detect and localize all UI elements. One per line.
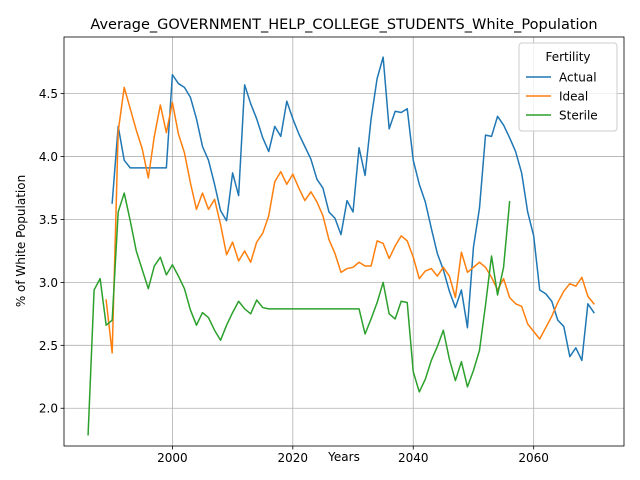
series-lines	[87, 56, 595, 436]
x-tick-label: 2000	[157, 451, 188, 465]
y-tick-label: 2.0	[39, 402, 58, 416]
y-tick-label: 4.5	[39, 87, 58, 101]
y-tick-label: 4.0	[39, 150, 58, 164]
series-line-ideal	[105, 86, 595, 354]
legend-label: Sterile	[559, 109, 598, 123]
x-tick-label: 2060	[518, 451, 549, 465]
legend-label: Actual	[559, 71, 597, 85]
series-line-sterile	[87, 192, 511, 436]
axis-ticks: 2000 2020 2040 2060 2.0 2.5 3.0 3.5 4.0 4.5	[39, 87, 549, 465]
x-axis-label: Years	[327, 450, 360, 464]
legend-box	[518, 42, 618, 132]
legend-title: Fertility	[545, 50, 590, 64]
legend-label: Ideal	[559, 90, 588, 104]
y-tick-label: 3.0	[39, 276, 58, 290]
plot-frame	[63, 36, 625, 447]
x-tick-label: 2040	[398, 451, 429, 465]
legend-entries: Actual Ideal Sterile	[526, 71, 598, 123]
y-tick-label: 3.5	[39, 213, 58, 227]
legend-entry-sterile: Sterile	[526, 109, 598, 123]
legend-entry-ideal: Ideal	[526, 90, 588, 104]
series-line-actual	[111, 56, 595, 362]
legend-entry-actual: Actual	[526, 71, 597, 85]
chart-title: Average_GOVERNMENT_HELP_COLLEGE_STUDENTS…	[90, 17, 597, 33]
y-axis-label: % of White Population	[14, 175, 28, 307]
legend: Fertility Actual Ideal Sterile	[518, 42, 618, 132]
y-tick-label: 2.5	[39, 339, 58, 353]
x-tick-label: 2020	[278, 451, 309, 465]
